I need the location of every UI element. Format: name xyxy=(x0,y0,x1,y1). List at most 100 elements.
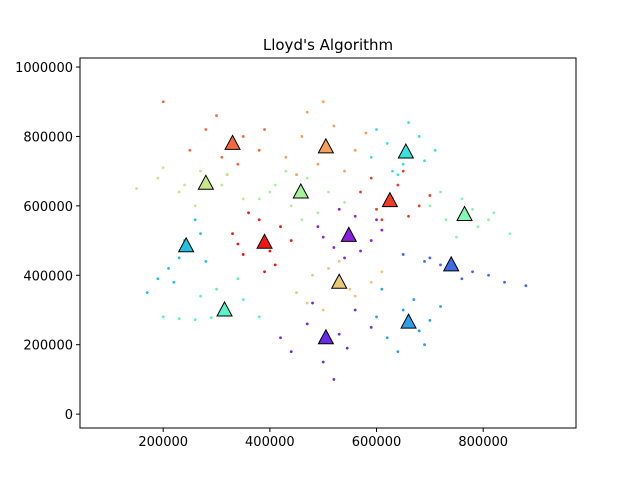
point xyxy=(311,273,314,277)
point xyxy=(193,318,197,322)
point xyxy=(471,207,474,211)
point xyxy=(199,294,202,298)
point xyxy=(321,308,325,312)
centroid xyxy=(330,273,348,289)
point xyxy=(327,266,330,270)
point xyxy=(396,183,400,187)
point xyxy=(236,277,240,281)
point xyxy=(311,301,314,305)
point xyxy=(391,169,394,173)
point xyxy=(460,277,464,281)
point xyxy=(279,336,282,340)
point xyxy=(417,135,421,138)
point xyxy=(487,273,490,277)
point xyxy=(321,100,325,104)
point xyxy=(337,207,341,211)
point xyxy=(284,169,288,173)
point xyxy=(204,259,208,263)
point xyxy=(359,190,362,194)
point xyxy=(289,239,293,242)
point xyxy=(428,319,432,322)
point xyxy=(364,131,368,135)
point xyxy=(257,197,261,201)
point xyxy=(380,287,384,291)
point xyxy=(316,162,320,166)
centroid xyxy=(224,134,241,150)
y-tick-label: 0 xyxy=(65,408,73,423)
point xyxy=(375,218,378,222)
point xyxy=(209,316,213,320)
point xyxy=(332,246,336,249)
point xyxy=(183,183,186,187)
point xyxy=(343,169,346,173)
point xyxy=(353,308,357,312)
point xyxy=(439,190,442,194)
point xyxy=(231,232,234,236)
plot-frame xyxy=(79,57,577,429)
point xyxy=(385,141,389,145)
centroid xyxy=(317,328,335,345)
point xyxy=(401,253,405,256)
point xyxy=(177,190,181,194)
point xyxy=(215,287,218,291)
x-tick-label: 600000 xyxy=(352,435,402,450)
point xyxy=(273,183,277,187)
point xyxy=(289,204,293,208)
x-tick-label: 200000 xyxy=(138,435,188,450)
centroid xyxy=(177,236,195,253)
point xyxy=(423,159,426,163)
point xyxy=(332,124,336,128)
point xyxy=(343,256,346,260)
point xyxy=(257,148,261,152)
y-tick-label: 800000 xyxy=(23,130,73,145)
point xyxy=(337,259,341,263)
point xyxy=(156,176,160,180)
y-tick-label: 1000000 xyxy=(15,61,73,76)
point xyxy=(407,121,410,124)
centroid xyxy=(292,182,310,199)
point xyxy=(161,100,165,104)
centroid xyxy=(456,205,473,222)
point xyxy=(305,322,309,326)
point xyxy=(300,135,304,138)
point xyxy=(167,266,170,270)
point xyxy=(332,378,336,381)
point xyxy=(316,225,320,229)
point xyxy=(375,128,378,131)
centroid xyxy=(442,255,460,272)
point xyxy=(161,315,165,319)
point xyxy=(177,256,181,260)
point xyxy=(428,204,432,208)
point xyxy=(428,194,432,197)
point xyxy=(199,232,202,236)
point xyxy=(433,148,437,152)
point xyxy=(375,315,378,319)
point xyxy=(305,176,309,180)
point xyxy=(369,155,373,159)
point xyxy=(396,350,400,354)
point xyxy=(193,218,197,222)
point xyxy=(300,218,304,222)
centroid xyxy=(256,233,273,249)
point xyxy=(161,166,165,170)
point xyxy=(439,305,442,308)
point xyxy=(401,162,405,166)
centroid xyxy=(340,226,358,242)
point xyxy=(241,253,245,256)
point xyxy=(257,315,261,319)
x-tick-label: 800000 xyxy=(458,435,508,450)
point xyxy=(273,263,277,267)
x-tick-label: 400000 xyxy=(245,435,295,450)
point xyxy=(423,343,426,347)
point xyxy=(156,277,160,281)
point xyxy=(268,190,272,194)
point xyxy=(257,218,261,222)
point xyxy=(321,235,325,239)
point xyxy=(215,114,218,118)
point xyxy=(401,308,405,312)
y-tick-label: 400000 xyxy=(23,269,73,284)
point xyxy=(268,249,272,253)
centroid xyxy=(197,174,215,190)
point xyxy=(353,214,357,218)
